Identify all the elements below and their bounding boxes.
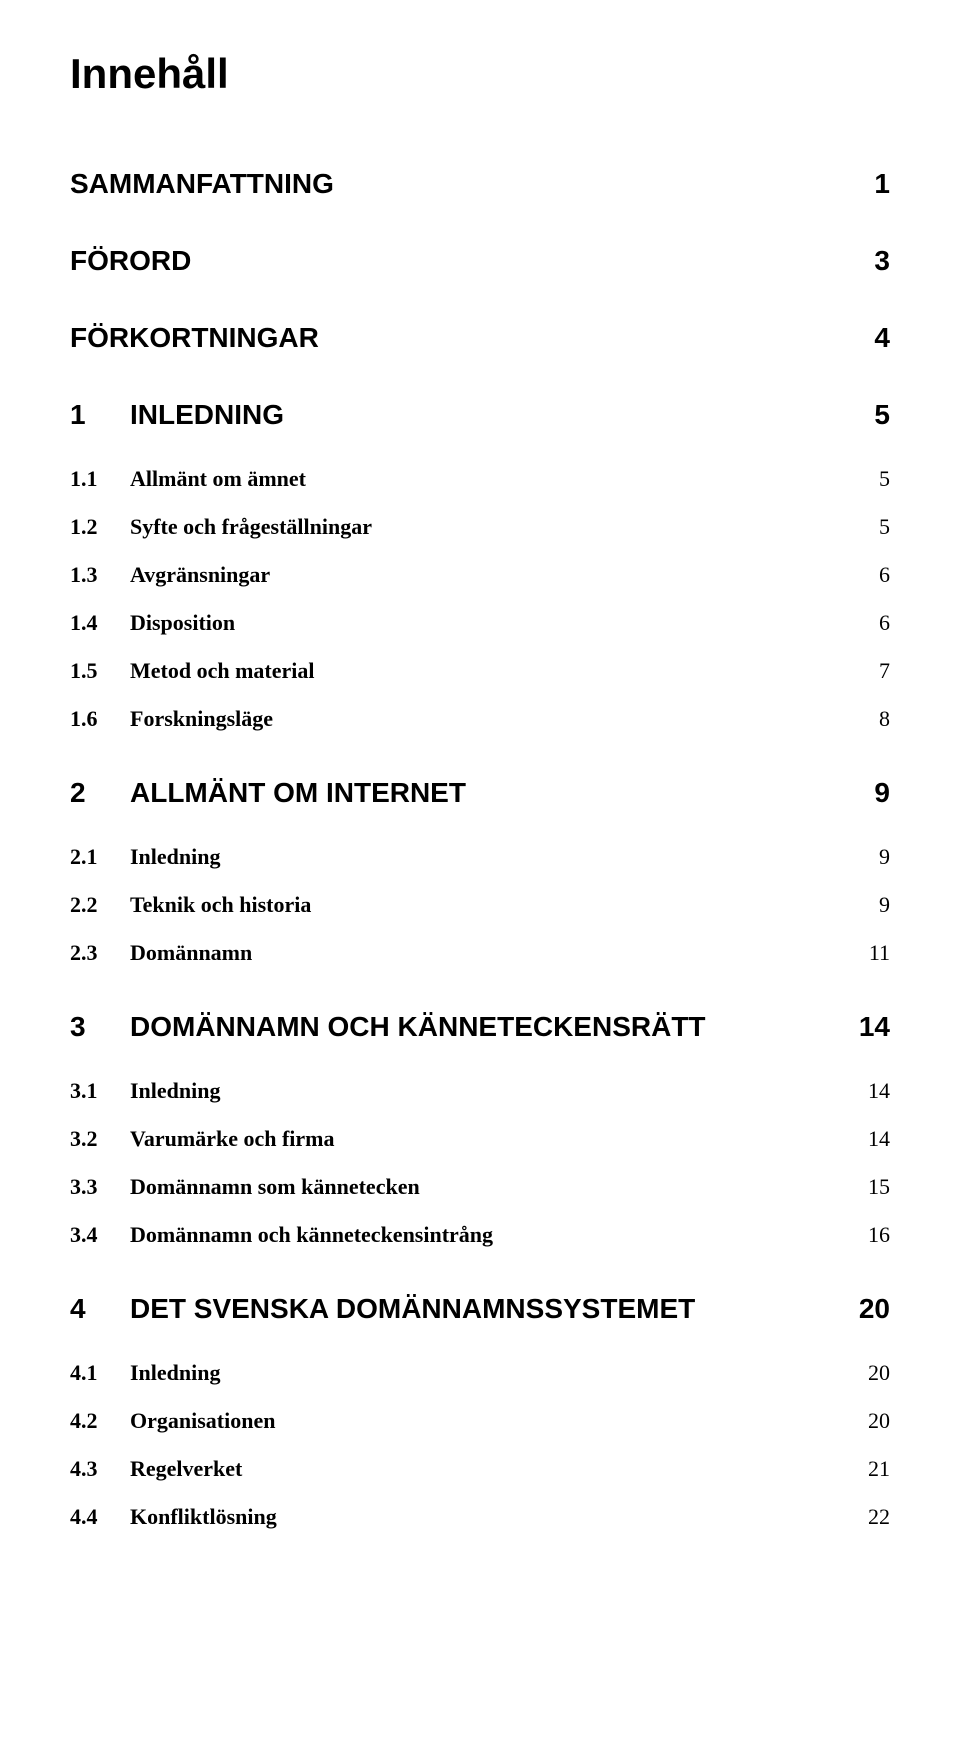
toc-section-row: 1 INLEDNING 5 — [70, 399, 890, 431]
sub-num: 3.2 — [70, 1126, 130, 1152]
sub-label: Teknik och historia — [130, 892, 311, 918]
sub-page: 16 — [868, 1222, 890, 1248]
sub-page: 20 — [868, 1408, 890, 1434]
sub-label: Inledning — [130, 1078, 221, 1104]
section-num: 4 — [70, 1293, 130, 1325]
sub-label: Syfte och frågeställningar — [130, 514, 372, 540]
section-page: 3 — [874, 245, 890, 277]
sub-page: 6 — [879, 610, 890, 636]
sub-num: 1.1 — [70, 466, 130, 492]
sub-num: 3.3 — [70, 1174, 130, 1200]
sub-page: 14 — [868, 1126, 890, 1152]
section-label: INLEDNING — [130, 399, 284, 431]
sub-label: Avgränsningar — [130, 562, 270, 588]
sub-page: 21 — [868, 1456, 890, 1482]
sub-label: Organisationen — [130, 1408, 275, 1434]
toc-section-row: 4 DET SVENSKA DOMÄNNAMNSSYSTEMET 20 — [70, 1293, 890, 1325]
sub-num: 3.1 — [70, 1078, 130, 1104]
toc-sub-row: 1.1 Allmänt om ämnet 5 — [70, 466, 890, 492]
toc-sub-row: 1.5 Metod och material 7 — [70, 658, 890, 684]
toc-section-row: FÖRKORTNINGAR 4 — [70, 322, 890, 354]
sub-num: 2.1 — [70, 844, 130, 870]
sub-num: 2.2 — [70, 892, 130, 918]
sub-label: Konfliktlösning — [130, 1504, 277, 1530]
sub-page: 7 — [879, 658, 890, 684]
toc-sub-row: 3.3 Domännamn som kännetecken 15 — [70, 1174, 890, 1200]
sub-page: 5 — [879, 466, 890, 492]
toc-sub-row: 4.2 Organisationen 20 — [70, 1408, 890, 1434]
sub-page: 6 — [879, 562, 890, 588]
sub-label: Regelverket — [130, 1456, 242, 1482]
section-label: DET SVENSKA DOMÄNNAMNSSYSTEMET — [130, 1293, 695, 1325]
sub-page: 20 — [868, 1360, 890, 1386]
section-label: FÖRORD — [70, 245, 191, 277]
toc-sub-row: 1.6 Forskningsläge 8 — [70, 706, 890, 732]
section-label: ALLMÄNT OM INTERNET — [130, 777, 466, 809]
section-page: 20 — [859, 1293, 890, 1325]
sub-label: Domännamn och känneteckensintrång — [130, 1222, 493, 1248]
page-title: Innehåll — [70, 50, 890, 98]
sub-page: 14 — [868, 1078, 890, 1104]
sub-page: 5 — [879, 514, 890, 540]
sub-label: Inledning — [130, 1360, 221, 1386]
section-label: FÖRKORTNINGAR — [70, 322, 319, 354]
section-num: 3 — [70, 1011, 130, 1043]
toc-sub-row: 1.3 Avgränsningar 6 — [70, 562, 890, 588]
sub-label: Domännamn som kännetecken — [130, 1174, 420, 1200]
sub-label: Forskningsläge — [130, 706, 273, 732]
sub-num: 3.4 — [70, 1222, 130, 1248]
sub-page: 15 — [868, 1174, 890, 1200]
toc-section-row: FÖRORD 3 — [70, 245, 890, 277]
toc-sub-row: 1.4 Disposition 6 — [70, 610, 890, 636]
section-label: SAMMANFATTNING — [70, 168, 334, 200]
section-page: 5 — [874, 399, 890, 431]
toc-sub-row: 4.3 Regelverket 21 — [70, 1456, 890, 1482]
toc-section-row: 2 ALLMÄNT OM INTERNET 9 — [70, 777, 890, 809]
sub-label: Metod och material — [130, 658, 315, 684]
section-num: 1 — [70, 399, 130, 431]
sub-page: 9 — [879, 892, 890, 918]
sub-num: 4.4 — [70, 1504, 130, 1530]
sub-page: 9 — [879, 844, 890, 870]
section-page: 9 — [874, 777, 890, 809]
sub-label: Allmänt om ämnet — [130, 466, 306, 492]
sub-num: 4.3 — [70, 1456, 130, 1482]
section-num: 2 — [70, 777, 130, 809]
toc-section-row: SAMMANFATTNING 1 — [70, 168, 890, 200]
toc-sub-row: 2.2 Teknik och historia 9 — [70, 892, 890, 918]
sub-label: Varumärke och firma — [130, 1126, 335, 1152]
toc-sub-row: 3.4 Domännamn och känneteckensintrång 16 — [70, 1222, 890, 1248]
sub-num: 1.6 — [70, 706, 130, 732]
sub-num: 1.3 — [70, 562, 130, 588]
section-page: 1 — [874, 168, 890, 200]
sub-num: 4.2 — [70, 1408, 130, 1434]
toc-sub-row: 2.3 Domännamn 11 — [70, 940, 890, 966]
sub-page: 8 — [879, 706, 890, 732]
sub-num: 1.2 — [70, 514, 130, 540]
toc-sub-row: 3.1 Inledning 14 — [70, 1078, 890, 1104]
sub-label: Domännamn — [130, 940, 252, 966]
sub-num: 4.1 — [70, 1360, 130, 1386]
sub-label: Inledning — [130, 844, 221, 870]
toc-sub-row: 2.1 Inledning 9 — [70, 844, 890, 870]
toc-sub-row: 1.2 Syfte och frågeställningar 5 — [70, 514, 890, 540]
sub-page: 22 — [868, 1504, 890, 1530]
toc-sub-row: 4.4 Konfliktlösning 22 — [70, 1504, 890, 1530]
sub-num: 1.4 — [70, 610, 130, 636]
toc-sub-row: 3.2 Varumärke och firma 14 — [70, 1126, 890, 1152]
sub-num: 2.3 — [70, 940, 130, 966]
section-page: 4 — [874, 322, 890, 354]
section-page: 14 — [859, 1011, 890, 1043]
sub-num: 1.5 — [70, 658, 130, 684]
toc-section-row: 3 DOMÄNNAMN OCH KÄNNETECKENSRÄTT 14 — [70, 1011, 890, 1043]
section-label: DOMÄNNAMN OCH KÄNNETECKENSRÄTT — [130, 1011, 706, 1043]
sub-label: Disposition — [130, 610, 235, 636]
sub-page: 11 — [869, 940, 890, 966]
toc-sub-row: 4.1 Inledning 20 — [70, 1360, 890, 1386]
